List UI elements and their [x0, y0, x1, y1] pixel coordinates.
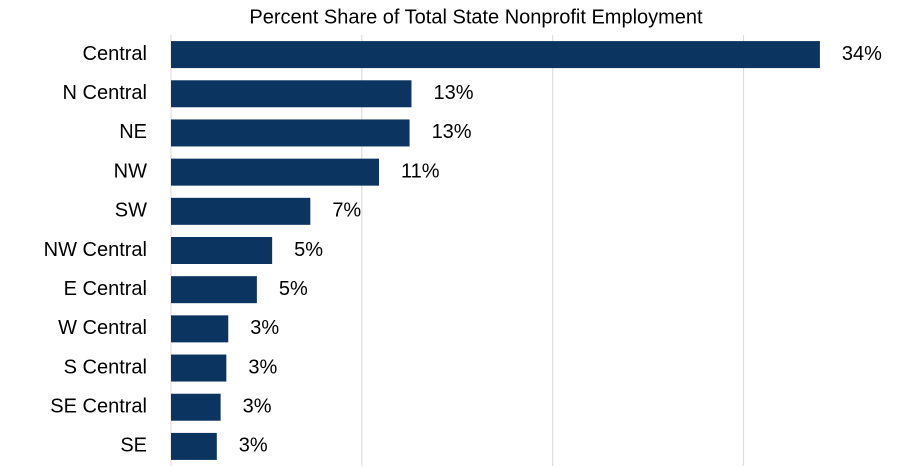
y-tick-label: Central — [83, 43, 147, 65]
data-label: 3% — [243, 396, 272, 418]
y-tick-label: E Central — [64, 278, 147, 300]
data-label: 3% — [250, 317, 279, 339]
bar — [171, 197, 311, 225]
y-tick-label: NW — [114, 160, 147, 182]
y-tick-label: SW — [115, 200, 147, 222]
bar — [171, 315, 229, 343]
data-label: 13% — [432, 121, 472, 143]
data-label: 5% — [279, 278, 308, 300]
y-tick-label: SE Central — [50, 396, 147, 418]
data-label: 34% — [842, 43, 882, 65]
bar — [171, 158, 380, 186]
bar — [171, 41, 820, 69]
y-tick-label: N Central — [63, 82, 147, 104]
bar — [171, 237, 273, 264]
data-label: 13% — [433, 82, 473, 104]
bar — [171, 119, 410, 147]
bar — [171, 432, 217, 460]
data-label: 3% — [248, 356, 277, 378]
y-tick-label: NE — [119, 121, 147, 143]
bar — [171, 354, 227, 382]
data-label: 11% — [401, 160, 440, 182]
data-label: 5% — [294, 239, 323, 261]
bar — [171, 276, 257, 304]
y-tick-label: NW Central — [44, 239, 147, 261]
bar — [171, 80, 412, 108]
y-tick-label: SE — [120, 435, 147, 457]
data-label: 3% — [239, 435, 268, 457]
y-tick-label: W Central — [58, 317, 147, 339]
data-label: 7% — [332, 200, 361, 222]
chart-title: Percent Share of Total State Nonprofit E… — [249, 6, 703, 28]
y-tick-label: S Central — [64, 356, 147, 378]
bar — [171, 393, 221, 421]
